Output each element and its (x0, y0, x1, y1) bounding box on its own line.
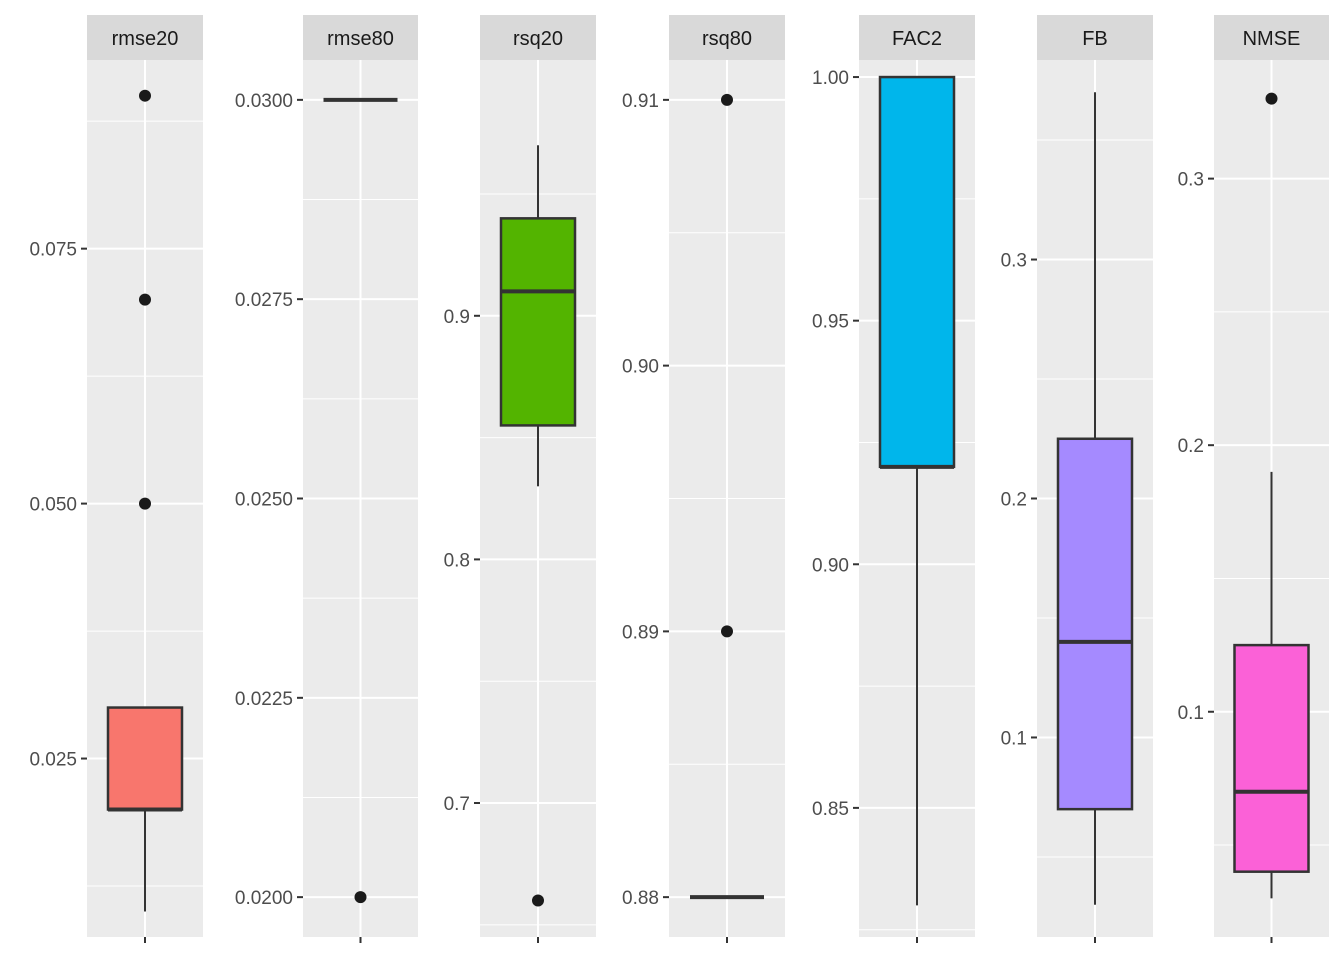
y-tick-label: 0.88 (622, 888, 659, 909)
box-iqr (878, 75, 956, 469)
outlier-point (1265, 92, 1278, 105)
y-tick-label: 0.0225 (235, 689, 293, 710)
y-tick-label: 0.2 (1001, 490, 1027, 511)
strip-label-rsq20: rsq20 (513, 28, 563, 50)
strip-background (1214, 15, 1329, 60)
y-tick-label: 0.91 (622, 91, 659, 112)
facet-panel-rmse80: rmse80 0.0200 0.0225 0.0250 0.0275 0.0300 (235, 15, 418, 943)
strip-background (1037, 15, 1153, 60)
outlier-point (354, 891, 367, 904)
y-tick-label: 0.2 (1178, 436, 1204, 457)
strip-label-FB: FB (1082, 28, 1108, 50)
outlier-point (721, 93, 733, 106)
y-tick-label: 0.025 (29, 750, 77, 771)
strip-background (669, 15, 785, 60)
facet-panel-rsq80: rsq80 0.88 0.89 0.90 0.91 (622, 15, 785, 943)
outlier-point (532, 894, 544, 907)
y-tick-label: 0.90 (812, 555, 849, 576)
box-iqr (106, 706, 184, 811)
y-tick-label: 0.1 (1001, 728, 1027, 749)
strip-label-FAC2: FAC2 (892, 28, 942, 50)
y-tick-label: 0.9 (444, 307, 470, 328)
y-tick-label: 0.90 (622, 357, 659, 378)
box-iqr (499, 217, 577, 427)
strip-background (87, 15, 203, 60)
strip-background (859, 15, 975, 60)
y-tick-label: 0.3 (1178, 170, 1204, 191)
y-tick-label: 0.95 (812, 312, 849, 333)
facet-panel-rsq20: rsq20 0.7 0.8 0.9 (444, 15, 596, 943)
y-tick-label: 0.0300 (235, 91, 293, 112)
y-tick-label: 0.0250 (235, 490, 293, 511)
strip-background (480, 15, 596, 60)
strip-label-rmse80: rmse80 (327, 28, 394, 50)
y-tick-label: 0.7 (444, 794, 470, 815)
facet-panel-rmse20: rmse20 0.025 0.050 0.075 (29, 15, 203, 943)
y-tick-label: 0.3 (1001, 251, 1027, 272)
y-tick-label: 0.0275 (235, 290, 293, 311)
outlier-point (721, 625, 733, 638)
y-tick-label: 0.050 (29, 495, 77, 516)
outlier-point (139, 293, 151, 306)
outlier-point (139, 89, 151, 102)
strip-label-NMSE: NMSE (1243, 28, 1301, 50)
y-tick-label: 1.00 (812, 68, 849, 89)
outlier-point (139, 497, 151, 510)
y-tick-label: 0.1 (1178, 703, 1204, 724)
box-iqr (1056, 437, 1134, 811)
facet-panel-NMSE: NMSE 0.1 0.2 0.3 (1178, 15, 1329, 943)
strip-background (303, 15, 418, 60)
y-tick-label: 0.8 (444, 550, 470, 571)
y-tick-label: 0.0200 (235, 888, 293, 909)
facet-panel-FAC2: FAC2 0.85 0.90 0.95 1.00 (812, 15, 975, 943)
strip-label-rmse20: rmse20 (112, 28, 179, 50)
box-iqr (1233, 643, 1310, 873)
y-tick-label: 0.075 (29, 240, 77, 261)
y-tick-label: 0.89 (622, 622, 659, 643)
facet-panel-FB: FB 0.1 0.2 0.3 (1001, 15, 1153, 943)
y-tick-label: 0.85 (812, 799, 849, 820)
strip-label-rsq80: rsq80 (702, 28, 752, 50)
